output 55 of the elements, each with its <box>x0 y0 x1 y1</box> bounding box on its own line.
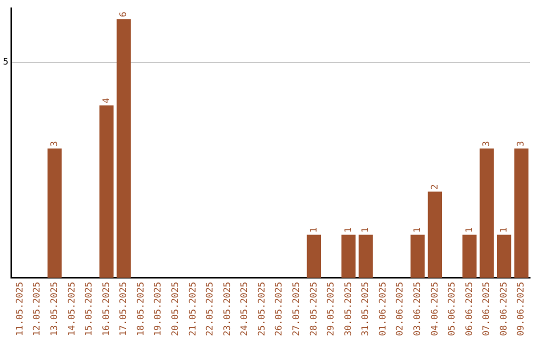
bar <box>48 148 62 278</box>
x-tick-label: 03.06.2025 <box>412 282 423 336</box>
x-tick-label: 01.06.2025 <box>378 282 388 336</box>
x-tick-label: 02.06.2025 <box>396 282 406 336</box>
bar <box>410 234 425 278</box>
x-tick-label: 30.05.2025 <box>344 282 354 336</box>
data-label: 1 <box>309 227 320 233</box>
x-tick-label: 26.05.2025 <box>274 282 285 336</box>
x-tick-label: 06.06.2025 <box>464 282 475 336</box>
x-tick-label: 09.06.2025 <box>516 282 527 336</box>
x-tick-label: 22.05.2025 <box>206 282 216 336</box>
bar <box>496 234 512 278</box>
bar <box>358 234 373 278</box>
x-tick-label: 17.05.2025 <box>119 282 130 336</box>
x-tick-label: 28.05.2025 <box>309 282 320 336</box>
bar <box>99 105 114 278</box>
x-tick-label: 27.05.2025 <box>292 282 302 336</box>
bar <box>341 234 356 278</box>
x-tick-label: 11.05.2025 <box>15 282 26 336</box>
data-label: 3 <box>482 141 492 146</box>
x-tick-label: 04.06.2025 <box>430 282 440 336</box>
x-tick-label: 25.05.2025 <box>257 282 268 336</box>
x-tick-label: 13.05.2025 <box>50 282 60 336</box>
x-tick-label: 18.05.2025 <box>136 282 146 336</box>
bar <box>480 148 494 278</box>
data-label: 1 <box>464 227 475 233</box>
data-label: 1 <box>344 227 354 233</box>
data-label: 3 <box>516 141 527 146</box>
data-label: 6 <box>119 12 130 18</box>
data-label: 3 <box>50 141 60 146</box>
bar <box>514 148 528 278</box>
x-tick-label: 21.05.2025 <box>188 282 198 336</box>
x-tick-label: 23.05.2025 <box>222 282 233 336</box>
data-label: 2 <box>430 184 440 190</box>
x-tick-label: 29.05.2025 <box>326 282 337 336</box>
x-tick-label: 05.06.2025 <box>448 282 458 336</box>
bar <box>462 234 477 278</box>
x-tick-label: 19.05.2025 <box>154 282 164 336</box>
x-tick-label: 31.05.2025 <box>361 282 372 336</box>
x-tick-label: 20.05.2025 <box>170 282 181 336</box>
x-tick-label: 07.06.2025 <box>482 282 492 336</box>
x-tick-label: 08.06.2025 <box>499 282 510 336</box>
data-label: 1 <box>361 227 372 233</box>
bar <box>116 19 131 278</box>
y-tick-label: 5 <box>2 58 8 68</box>
bar <box>306 234 322 278</box>
x-tick-label: 14.05.2025 <box>67 282 78 336</box>
x-tick-label: 16.05.2025 <box>102 282 112 336</box>
bar <box>428 192 442 278</box>
x-tick-label: 24.05.2025 <box>240 282 250 336</box>
x-tick-label: 12.05.2025 <box>32 282 43 336</box>
data-label: 1 <box>412 227 423 233</box>
x-tick-label: 15.05.2025 <box>84 282 95 336</box>
data-label: 1 <box>499 227 510 233</box>
data-label: 4 <box>102 98 112 104</box>
